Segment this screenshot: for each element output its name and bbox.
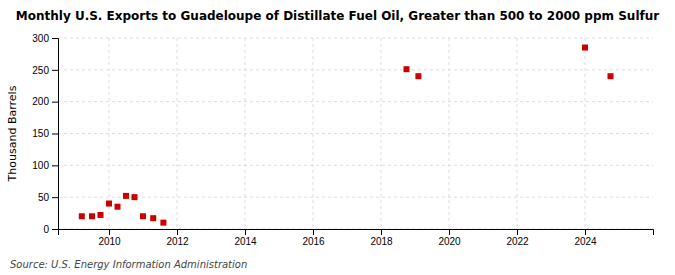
- tick-mark: [52, 197, 58, 198]
- tick-label: 2014: [234, 236, 257, 247]
- tick-label: 200: [32, 96, 49, 107]
- tick-mark: [52, 134, 58, 135]
- grid: [58, 38, 653, 229]
- grid-line-y: [58, 101, 653, 102]
- tick-label: 300: [32, 33, 49, 44]
- tick-label: 50: [38, 192, 50, 203]
- chart-svg: 2010 2012 2014 2016 2018 2020 2022 2024 0 50 100 15…: [0, 0, 675, 275]
- point: [89, 213, 95, 219]
- tick-mark: [449, 229, 450, 235]
- tick: 2022: [506, 229, 529, 247]
- point: [582, 45, 588, 51]
- grid-line-x: [585, 38, 586, 229]
- tick-mark: [52, 70, 58, 71]
- grid-line-x: [381, 38, 382, 229]
- grid-line-y: [58, 165, 653, 166]
- axis-line: [59, 230, 654, 236]
- tick: 150: [32, 128, 58, 139]
- grid-line-y: [58, 133, 653, 134]
- tick: 100: [32, 160, 58, 171]
- tick-label: 150: [32, 128, 49, 139]
- tick-mark: [52, 229, 58, 230]
- points: [79, 45, 614, 226]
- tick-mark: [177, 229, 178, 235]
- point: [123, 193, 129, 199]
- tick-mark: [52, 38, 58, 39]
- tick: 2016: [302, 229, 325, 247]
- tick-label: 2024: [574, 236, 597, 247]
- tick-mark: [52, 102, 58, 103]
- tick-label: 2022: [506, 236, 529, 247]
- tick-mark: [313, 229, 314, 235]
- tick-mark: [52, 165, 58, 166]
- tick: 0: [43, 224, 58, 235]
- axis-line: [52, 39, 59, 230]
- grid-line-x: [177, 38, 178, 229]
- point: [404, 66, 410, 72]
- tick-label: 2010: [98, 236, 121, 247]
- tick-label: 2018: [370, 236, 393, 247]
- point: [160, 220, 166, 226]
- tick: 2014: [234, 229, 257, 247]
- tick-label: 0: [43, 224, 49, 235]
- point: [115, 204, 121, 210]
- tick-label: 2020: [438, 236, 461, 247]
- tick-mark: [517, 229, 518, 235]
- point: [608, 73, 614, 79]
- tick: 2010: [98, 229, 121, 247]
- x-axis: 2010 2012 2014 2016 2018 2020 2022 2024: [59, 229, 654, 247]
- tick: 2018: [370, 229, 393, 247]
- source-note: Source: U.S. Energy Information Administ…: [10, 259, 247, 270]
- y-axis: 0 50 100 150 200 250 300: [32, 33, 58, 235]
- tick: 200: [32, 96, 58, 107]
- point: [415, 73, 421, 79]
- point: [98, 212, 104, 218]
- tick-mark: [381, 229, 382, 235]
- tick-mark: [109, 229, 110, 235]
- y-axis-label: Thousand Barrels: [6, 85, 19, 182]
- grid-line-y: [58, 69, 653, 70]
- tick: 2024: [574, 229, 597, 247]
- tick-mark: [245, 229, 246, 235]
- tick-label: 250: [32, 65, 49, 76]
- tick: 2012: [166, 229, 189, 247]
- point: [79, 213, 85, 219]
- tick: 50: [38, 192, 58, 203]
- tick-label: 2012: [166, 236, 189, 247]
- point: [140, 213, 146, 219]
- tick-label: 100: [32, 160, 49, 171]
- point: [106, 201, 112, 207]
- tick-mark: [585, 229, 586, 235]
- tick-label: 2016: [302, 236, 325, 247]
- grid-line-y: [58, 38, 653, 39]
- grid-line-y: [58, 197, 653, 198]
- tick: 2020: [438, 229, 461, 247]
- point: [150, 215, 156, 221]
- point: [132, 194, 138, 200]
- tick: 250: [32, 65, 58, 76]
- tick: 300: [32, 33, 58, 44]
- chart-title: Monthly U.S. Exports to Guadeloupe of Di…: [16, 9, 660, 23]
- plot-area: 2010 2012 2014 2016 2018 2020 2022 2024 0 50 100 15…: [32, 33, 653, 247]
